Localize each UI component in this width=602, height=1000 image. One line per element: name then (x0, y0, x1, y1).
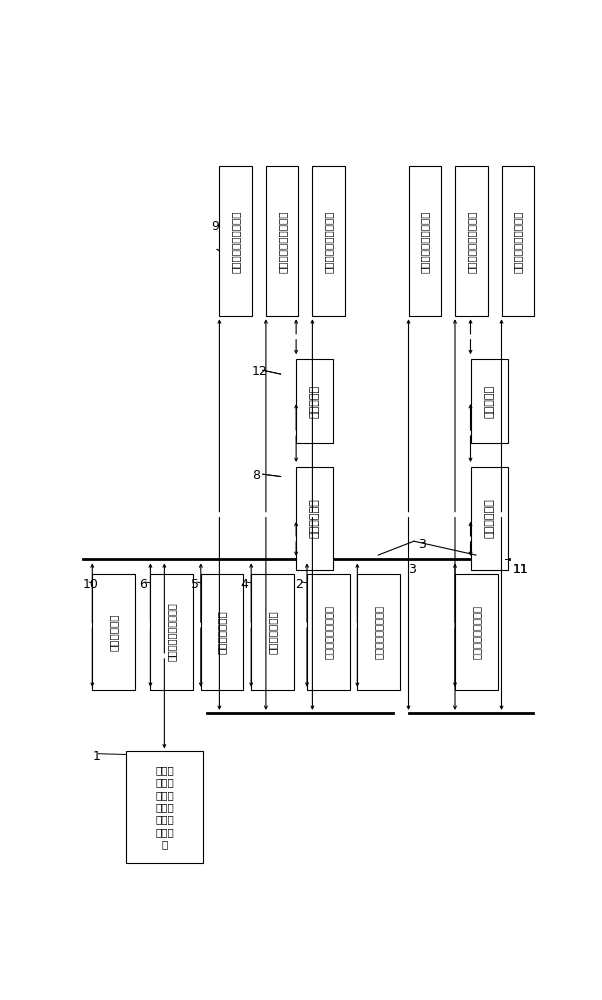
Text: 数据检索服务器: 数据检索服务器 (267, 610, 278, 654)
Text: 1: 1 (92, 750, 100, 763)
Bar (92, 574, 135, 690)
Text: 9: 9 (211, 220, 219, 233)
Text: 6: 6 (139, 578, 147, 591)
Text: 信息采集交互终端设备: 信息采集交互终端设备 (277, 210, 287, 273)
Bar (307, 574, 350, 690)
Bar (201, 574, 243, 690)
Text: 11: 11 (513, 563, 529, 576)
Text: 客户操控终端: 客户操控终端 (108, 613, 119, 651)
Bar (358, 574, 400, 690)
Bar (455, 574, 498, 690)
Text: 信息采集交互终端设备: 信息采集交互终端设备 (324, 210, 334, 273)
Text: 3: 3 (409, 563, 417, 576)
Text: 物联网网关: 物联网网关 (309, 384, 320, 418)
Bar (296, 359, 334, 443)
Text: 10: 10 (83, 578, 99, 591)
Text: 物联网通讯交换机站: 物联网通讯交换机站 (471, 605, 482, 659)
Text: 身份认证服务器: 身份认证服务器 (217, 610, 227, 654)
Text: 12: 12 (252, 365, 268, 378)
Text: 5: 5 (191, 578, 199, 591)
Text: 信息采集交互终端设备: 信息采集交互终端设备 (513, 210, 523, 273)
Bar (471, 466, 507, 570)
Text: 互联网通讯交换机站: 互联网通讯交换机站 (323, 605, 334, 659)
Text: 跨域信任度计算服务器: 跨域信任度计算服务器 (167, 603, 177, 661)
Bar (251, 574, 294, 690)
Bar (296, 466, 334, 570)
Text: 信息采集交互终端设备: 信息采集交互终端设备 (420, 210, 430, 273)
Text: 物联网网关: 物联网网关 (484, 384, 494, 418)
Bar (266, 166, 299, 316)
Text: 3: 3 (418, 538, 426, 551)
Text: 物联网控制器: 物联网控制器 (309, 499, 320, 538)
Bar (409, 166, 441, 316)
Bar (501, 166, 534, 316)
Text: 物联网控制器: 物联网控制器 (484, 499, 494, 538)
Bar (471, 359, 507, 443)
Text: 信息采集交互终端设备: 信息采集交互终端设备 (467, 210, 476, 273)
Text: 4: 4 (240, 578, 248, 591)
Text: 2: 2 (296, 578, 303, 591)
Text: 8: 8 (252, 469, 260, 482)
Text: 信息采集交互终端设备: 信息采集交互终端设备 (231, 210, 241, 273)
Bar (150, 574, 193, 690)
Bar (312, 166, 345, 316)
Text: 11: 11 (513, 563, 529, 576)
Bar (126, 751, 203, 863)
Text: 基于云
数据处
理服务
平台的
数据处
理服务
器: 基于云 数据处 理服务 平台的 数据处 理服务 器 (155, 765, 174, 849)
Bar (455, 166, 488, 316)
Text: 物联网通讯交换机站: 物联网通讯交换机站 (374, 605, 383, 659)
Bar (219, 166, 252, 316)
